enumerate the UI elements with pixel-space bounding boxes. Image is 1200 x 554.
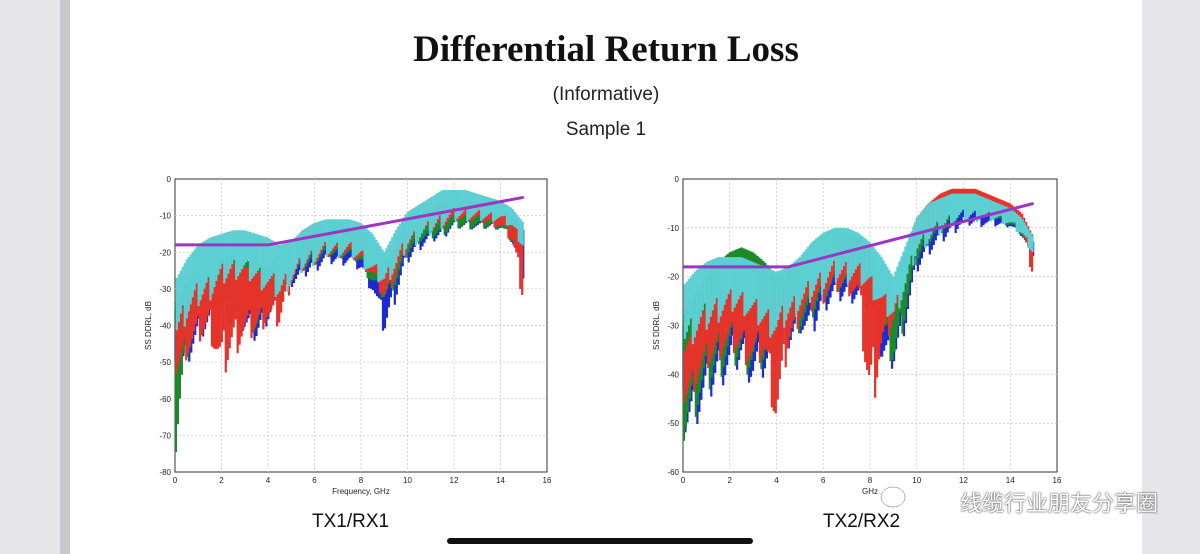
y-tick-label: -40 bbox=[159, 322, 171, 331]
y-axis-label: SS DDRL, dB bbox=[144, 301, 153, 350]
right-gutter bbox=[1142, 0, 1200, 554]
page-subtitle: (Informative) bbox=[552, 84, 660, 105]
x-tick-label: 2 bbox=[728, 476, 733, 485]
x-tick-label: 8 bbox=[868, 476, 873, 485]
y-tick-label: -30 bbox=[159, 285, 171, 294]
x-tick-label: 10 bbox=[403, 476, 412, 485]
chart-caption-tx2: TX2/RX2 bbox=[823, 511, 901, 532]
y-tick-label: -20 bbox=[159, 248, 171, 257]
x-tick-label: 14 bbox=[1006, 476, 1015, 485]
y-tick-label: 0 bbox=[675, 175, 680, 184]
y-tick-label: -40 bbox=[667, 370, 679, 379]
y-tick-label: -60 bbox=[667, 468, 679, 477]
x-tick-label: 4 bbox=[774, 476, 779, 485]
x-tick-label: 0 bbox=[681, 476, 686, 485]
y-tick-label: -50 bbox=[159, 358, 171, 367]
watermark-text: 线缆行业朋友分享圈 bbox=[959, 492, 1158, 517]
wechat-icon bbox=[879, 485, 914, 512]
y-tick-label: -70 bbox=[159, 431, 171, 440]
page-title: Differential Return Loss bbox=[413, 29, 799, 70]
x-tick-label: 12 bbox=[959, 476, 968, 485]
x-tick-label: 16 bbox=[543, 476, 552, 485]
y-tick-label: -10 bbox=[159, 212, 171, 221]
x-tick-label: 8 bbox=[359, 476, 364, 485]
series-3 bbox=[175, 189, 524, 331]
y-tick-label: 0 bbox=[167, 175, 172, 184]
home-indicator[interactable] bbox=[447, 538, 753, 544]
x-tick-label: 16 bbox=[1053, 476, 1062, 485]
y-tick-label: -60 bbox=[159, 395, 171, 404]
limit-line bbox=[175, 195, 525, 247]
x-tick-label: 12 bbox=[450, 476, 459, 485]
x-tick-label: 6 bbox=[821, 476, 826, 485]
x-tick-label: 6 bbox=[312, 476, 317, 485]
y-axis-label: SS DDRL, dB bbox=[652, 301, 661, 350]
chart-tx2-rx2: 0 2 4 6 8 10 12 14 16 0 -10 -20 -30 -40 -50 -60 GHz SS DD… bbox=[652, 175, 1062, 496]
x-tick-label: 0 bbox=[173, 476, 178, 485]
x-tick-label: 2 bbox=[219, 476, 224, 485]
chart-caption-tx1: TX1/RX1 bbox=[312, 511, 390, 532]
x-axis-label: Frequency, GHz bbox=[332, 487, 390, 496]
y-tick-label: -20 bbox=[667, 273, 679, 282]
y-tick-label: -50 bbox=[667, 419, 679, 428]
x-tick-label: 14 bbox=[496, 476, 505, 485]
limit-line bbox=[683, 201, 1035, 269]
x-axis-label: GHz bbox=[862, 487, 878, 496]
left-gutter-shadow bbox=[60, 0, 70, 554]
sample-label: Sample 1 bbox=[565, 119, 647, 140]
y-tick-label: -30 bbox=[667, 322, 679, 331]
y-tick-label: -10 bbox=[667, 224, 679, 233]
chart-tx1-rx1: 0 2 4 6 8 10 12 14 16 0 -10 -20 -30 -40 -50 -60 -70 -80 Fr… bbox=[144, 175, 552, 496]
x-tick-label: 10 bbox=[912, 476, 921, 485]
x-tick-label: 4 bbox=[266, 476, 271, 485]
left-gutter bbox=[0, 0, 60, 554]
y-tick-label: -80 bbox=[159, 468, 171, 477]
